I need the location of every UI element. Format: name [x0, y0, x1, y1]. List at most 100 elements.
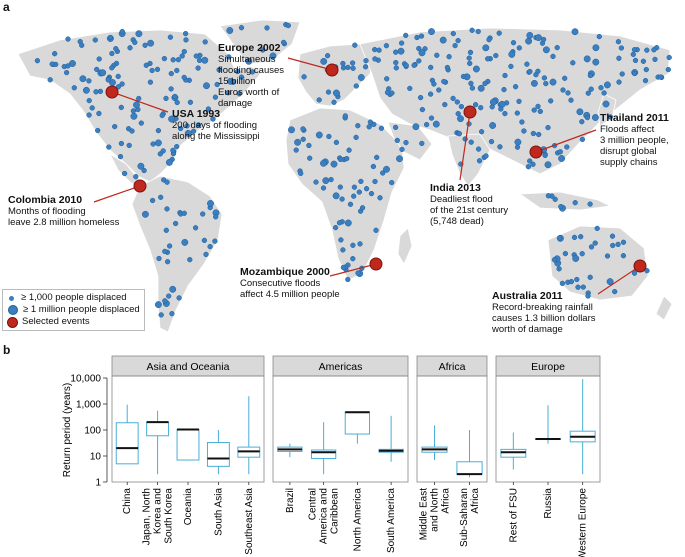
displacement-dot — [393, 59, 399, 66]
displacement-dot — [548, 98, 554, 104]
large-displacement-dot — [457, 115, 464, 123]
displacement-dot — [665, 66, 671, 73]
large-displacement-dot — [571, 28, 579, 36]
annotation-line: along the Mississippi — [172, 131, 260, 142]
displacement-dot — [97, 88, 104, 95]
australia-leader-line — [597, 265, 641, 295]
displacement-dot — [442, 101, 448, 108]
displacement-dot — [138, 120, 144, 126]
large-displacement-dot — [99, 69, 107, 77]
large-displacement-dot — [165, 158, 173, 166]
displacement-dot — [166, 243, 173, 249]
panel-a-label: a — [3, 0, 10, 14]
x-tick-label: North America — [352, 488, 363, 552]
large-displacement-dot — [576, 108, 584, 116]
displacement-dot — [176, 295, 182, 301]
annotation-line: 200 days of flooding — [172, 120, 258, 131]
displacement-dot — [598, 85, 604, 91]
displacement-dot — [355, 123, 361, 129]
displacement-dot — [105, 77, 111, 83]
displacement-dot — [118, 104, 124, 111]
large-displacement-dot — [508, 50, 516, 58]
large-displacement-dot — [489, 122, 497, 129]
annotation-title: Europe 2002 — [218, 42, 281, 54]
return-period-boxplot: Return period (years) 1 10 100 1,000 10,000 As… — [62, 355, 601, 557]
displacement-dot — [112, 123, 118, 130]
displacement-dot — [95, 127, 101, 134]
displacement-dot — [568, 97, 574, 103]
large-displacement-dot — [332, 192, 340, 200]
displacement-dot — [466, 55, 472, 61]
large-displacement-dot — [592, 44, 600, 52]
legend-label: Selected events — [22, 316, 90, 327]
annotation-colombia: Colombia 2010 Months of flooding leave 2… — [8, 194, 119, 228]
displacement-dot — [162, 248, 168, 255]
y-tick-label: 10 — [90, 452, 102, 463]
large-displacement-dot — [591, 114, 599, 121]
displacement-dot — [643, 66, 649, 73]
large-displacement-dot — [489, 98, 497, 106]
displacement-dot — [542, 152, 548, 159]
large-displacement-dot — [592, 58, 600, 66]
displacement-dot — [594, 225, 600, 232]
displacement-dot — [644, 47, 650, 53]
box-iqr — [456, 461, 483, 475]
displacement-dot — [339, 196, 345, 202]
displacement-dot — [610, 242, 616, 249]
displacement-dot — [370, 163, 377, 170]
annotation-mozambique: Mozambique 2000 Consecutive floods affec… — [240, 266, 340, 300]
displacement-dot — [585, 90, 591, 96]
displacement-dot — [132, 39, 138, 46]
displacement-dot — [93, 89, 99, 95]
displacement-dot — [478, 129, 485, 135]
displacement-dot — [169, 311, 175, 317]
displacement-dot — [214, 81, 220, 88]
displacement-dot — [389, 179, 395, 186]
annotation-line: disrupt global — [600, 146, 657, 157]
displacement-dot — [154, 66, 161, 73]
thailand-leader-line — [535, 129, 597, 153]
india-leader-line — [459, 111, 471, 181]
displacement-dot — [393, 49, 399, 55]
large-displacement-dot — [344, 219, 352, 227]
displacement-dot — [174, 67, 180, 74]
displacement-dot — [345, 276, 351, 283]
x-tick-label: South Asia — [213, 488, 224, 536]
displacement-dot — [468, 80, 474, 87]
displacement-dot — [320, 185, 327, 191]
displacement-dot — [143, 62, 149, 68]
legend-label: ≥ 1 million people displaced — [23, 304, 140, 315]
annotation-line: Euros worth of — [218, 87, 280, 98]
box-iqr — [115, 422, 139, 465]
large-displacement-dot — [226, 27, 234, 34]
displacement-dot — [216, 67, 222, 73]
displacement-dot — [587, 274, 593, 280]
displacement-dot — [156, 255, 162, 262]
thailand-event-marker — [529, 145, 543, 159]
displacement-dot — [587, 201, 593, 207]
large-displacement-dot — [69, 60, 76, 67]
displacement-dot — [436, 87, 442, 93]
displacement-dot — [96, 110, 102, 117]
displacement-dot — [264, 25, 270, 31]
displacement-dot — [166, 293, 172, 299]
displacement-dot — [450, 95, 456, 102]
displacement-dot — [524, 61, 530, 67]
displacement-dot — [427, 91, 434, 97]
displacement-dot — [403, 32, 409, 39]
displacement-dot — [167, 34, 174, 40]
displacement-dot — [392, 124, 399, 131]
displacement-dot — [486, 37, 492, 43]
displacement-dot — [326, 133, 332, 140]
asia-shape — [359, 27, 671, 175]
displacement-dot — [174, 143, 180, 150]
displacement-dot — [351, 193, 357, 199]
displacement-dot — [161, 55, 168, 62]
annotation-line: Floods affect — [600, 124, 655, 135]
displacement-dot — [562, 75, 568, 81]
large-displacement-dot — [357, 74, 365, 81]
box-iqr — [310, 449, 337, 460]
large-displacement-dot — [396, 155, 403, 163]
large-displacement-dot — [154, 139, 162, 147]
displacement-dot — [205, 106, 212, 112]
